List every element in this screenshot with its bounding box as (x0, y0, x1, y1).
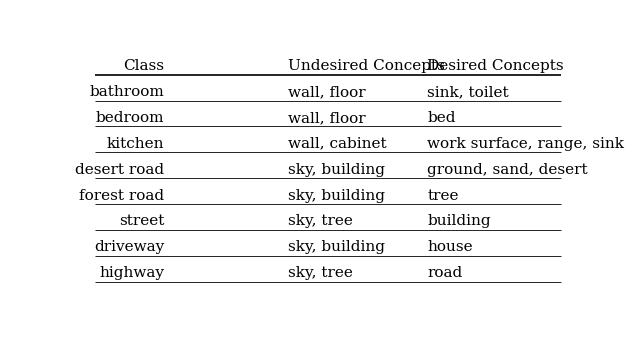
Text: wall, cabinet: wall, cabinet (288, 137, 387, 151)
Text: street: street (119, 215, 164, 228)
Text: sky, tree: sky, tree (288, 215, 353, 228)
Text: tree: tree (428, 189, 459, 203)
Text: sink, toilet: sink, toilet (428, 85, 509, 99)
Text: ground, sand, desert: ground, sand, desert (428, 163, 588, 177)
Text: wall, floor: wall, floor (288, 85, 366, 99)
Text: sky, building: sky, building (288, 240, 385, 254)
Text: Class: Class (124, 59, 164, 73)
Text: road: road (428, 266, 463, 280)
Text: bed: bed (428, 111, 456, 125)
Text: kitchen: kitchen (107, 137, 164, 151)
Text: bathroom: bathroom (90, 85, 164, 99)
Text: Desired Concepts: Desired Concepts (428, 59, 564, 73)
Text: driveway: driveway (94, 240, 164, 254)
Text: sky, building: sky, building (288, 163, 385, 177)
Text: bedroom: bedroom (96, 111, 164, 125)
Text: sky, tree: sky, tree (288, 266, 353, 280)
Text: highway: highway (99, 266, 164, 280)
Text: Undesired Concepts: Undesired Concepts (288, 59, 445, 73)
Text: house: house (428, 240, 473, 254)
Text: wall, floor: wall, floor (288, 111, 366, 125)
Text: work surface, range, sink: work surface, range, sink (428, 137, 624, 151)
Text: forest road: forest road (79, 189, 164, 203)
Text: sky, building: sky, building (288, 189, 385, 203)
Text: building: building (428, 215, 491, 228)
Text: desert road: desert road (75, 163, 164, 177)
